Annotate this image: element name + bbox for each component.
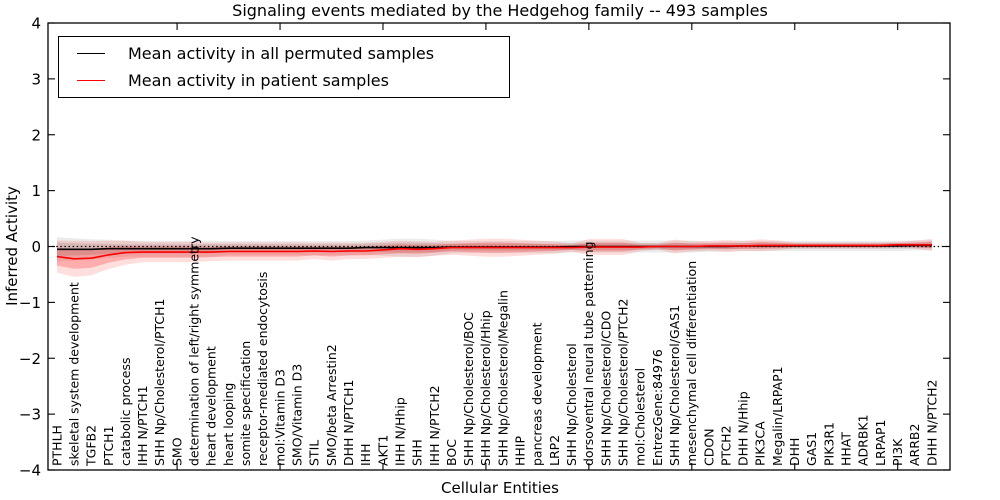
x-category-label: SMO/Vitamin D3	[290, 364, 305, 466]
x-category-label: SHH Np/Cholesterol/PTCH1	[152, 299, 167, 467]
x-category-label: EntrezGene:84976	[650, 349, 665, 466]
x-category-label: DHH N/PTCH2	[924, 380, 939, 466]
x-category-label: mol:Vitamin D3	[272, 369, 287, 466]
y-tick-label: −4	[19, 462, 41, 480]
permuted-band-outer	[57, 237, 932, 262]
permuted-line-swatch-icon	[77, 53, 105, 55]
y-tick-labels: −4 −3 −2 −1 0 1 2 3 4	[19, 15, 41, 480]
x-category-label: DHH N/Hhip	[736, 391, 751, 466]
x-category-label: TGFB2	[84, 425, 99, 467]
x-category-label: determination of left/right symmetry	[187, 236, 202, 466]
x-category-label: PIK3CA	[753, 421, 768, 466]
x-category-label: SHH	[410, 439, 425, 466]
y-tick-label: −1	[19, 294, 41, 312]
legend-entry-permuted: Mean activity in all permuted samples	[77, 44, 509, 63]
x-category-label: PTCH2	[718, 425, 733, 466]
patient-mean-line	[56, 244, 932, 260]
x-category-label: IHH N/Hhip	[392, 397, 407, 466]
legend-label-patient: Mean activity in patient samples	[128, 70, 389, 90]
x-category-label: Megalin/LRPAP1	[770, 366, 785, 466]
x-category-label: SHH Np/Cholesterol/BOC	[461, 312, 476, 466]
x-category-label: IHH	[358, 444, 373, 467]
y-tick-label: 2	[31, 126, 41, 144]
x-category-label: LRPAP1	[873, 420, 888, 466]
y-axis-title: Inferred Activity	[3, 186, 21, 306]
x-category-label: ARRB2	[907, 424, 922, 466]
x-category-label: mesenchymal cell differentiation	[684, 261, 699, 466]
legend: Mean activity in all permuted samples Me…	[58, 36, 510, 98]
x-category-label: PTCH1	[101, 425, 116, 466]
y-tick-label: 3	[31, 70, 41, 88]
x-category-label: AKT1	[375, 435, 390, 466]
x-category-label: HHAT	[839, 432, 854, 466]
x-axis-title: Cellular Entities	[441, 479, 559, 497]
x-category-label: IHH N/PTCH2	[427, 385, 442, 466]
x-category-label: SHH Np/Cholesterol	[564, 343, 579, 466]
series-lines	[56, 244, 932, 260]
x-category-label: PTHLH	[49, 425, 64, 466]
x-category-label: SMO	[169, 437, 184, 466]
x-category-label: BOC	[444, 439, 459, 466]
legend-label-permuted: Mean activity in all permuted samples	[128, 44, 435, 64]
y-tick-label: 1	[31, 182, 41, 200]
x-category-label: heart looping	[221, 383, 236, 466]
x-category-label: DHH	[787, 438, 802, 466]
x-category-labels: PTHLH skeletal system development TGFB2 PTC…	[49, 236, 939, 467]
x-category-label: HHIP	[513, 436, 528, 466]
y-tick-label: −2	[19, 350, 41, 368]
x-category-label: CDON	[701, 428, 716, 466]
x-category-label: SHH Np/Cholesterol/CDO	[598, 311, 613, 466]
axis-ticks	[48, 22, 950, 471]
x-category-label: skeletal system development	[67, 282, 82, 466]
x-category-label: PI3K	[890, 438, 905, 466]
x-category-label: GAS1	[804, 432, 819, 466]
x-category-label: SMO/beta Arrestin2	[324, 344, 339, 466]
y-tick-label: 4	[31, 15, 41, 33]
x-category-label: pancreas development	[530, 322, 545, 466]
x-category-label: mol:Cholesterol	[633, 368, 648, 466]
x-category-label: SHH Np/Cholesterol/GAS1	[667, 305, 682, 466]
x-category-label: catabolic process	[118, 357, 133, 466]
x-category-label: somite specification	[238, 341, 253, 466]
x-category-label: SHH Np/Cholesterol/Megalin	[495, 290, 510, 466]
x-category-label: IHH N/PTCH1	[135, 385, 150, 466]
x-category-label: receptor-mediated endocytosis	[255, 272, 270, 466]
x-category-label: LRP2	[547, 435, 562, 466]
x-category-label: SHH Np/Cholesterol/PTCH2	[616, 299, 631, 467]
x-category-label: DHH N/PTCH1	[341, 380, 356, 466]
y-tick-label: −3	[19, 406, 41, 424]
y-tick-label: 0	[31, 238, 41, 256]
legend-entry-patient: Mean activity in patient samples	[77, 71, 509, 90]
x-category-label: STIL	[307, 440, 322, 466]
chart-title: Signaling events mediated by the Hedgeho…	[232, 1, 768, 20]
x-category-label: PIK3R1	[821, 422, 836, 466]
x-category-label: heart development	[204, 346, 219, 466]
x-category-label: ADRBK1	[856, 414, 871, 466]
x-category-label: dorsoventral neural tube patterning	[581, 242, 596, 467]
x-category-label: SHH Np/Cholesterol/Hhip	[478, 310, 493, 466]
patient-line-swatch-icon	[77, 79, 105, 81]
